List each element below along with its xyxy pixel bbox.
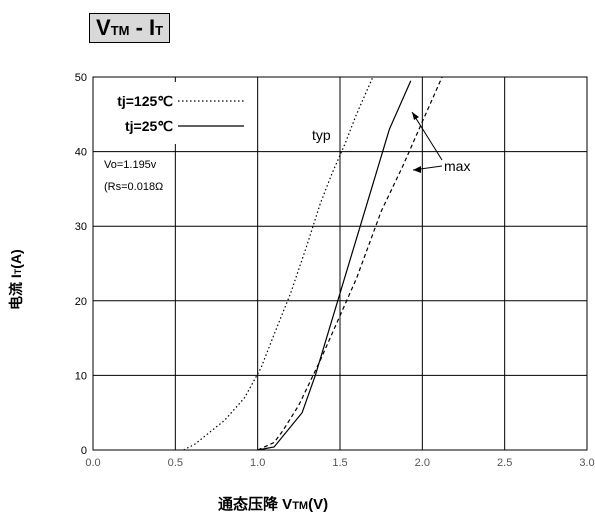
x-axis-label: 通态压降 VTM(V) xyxy=(218,493,328,514)
typ-label: typ xyxy=(312,127,331,143)
legend-box xyxy=(98,82,250,144)
y-label-subscript: T xyxy=(13,268,23,275)
x-label-unit: (V) xyxy=(308,496,329,513)
title-main: V xyxy=(96,15,111,40)
y-tick-label: 50 xyxy=(75,72,87,84)
series-line-1 xyxy=(257,80,412,451)
x-label-text: 通态压降 V xyxy=(218,496,293,513)
x-tick-label: 2.0 xyxy=(415,457,430,469)
x-label-subscript: TM xyxy=(292,500,309,512)
x-tick-label: 3.0 xyxy=(579,457,594,469)
chart-ticks: 0.0 0.5 1.0 1.5 2.0 2.5 3.0 0 10 20 30 40 50 xyxy=(75,72,595,469)
title-main-subscript: TM xyxy=(110,23,130,38)
y-tick-label: 30 xyxy=(75,221,87,233)
legend-label-1: tj=25℃ xyxy=(125,118,173,134)
x-tick-label: 2.5 xyxy=(497,457,512,469)
max-arrow-head-1 xyxy=(412,112,419,120)
y-tick-label: 10 xyxy=(75,370,87,382)
series-line-0 xyxy=(183,76,374,451)
max-label: max xyxy=(444,158,470,174)
chart-annotations: Vo=1.195v (Rs=0.018Ω typ max xyxy=(104,111,470,193)
y-label-text: 电流 I xyxy=(8,274,24,310)
x-tick-label: 0.0 xyxy=(85,457,100,469)
title-separator: - I xyxy=(129,15,156,40)
series-line-2 xyxy=(257,76,443,451)
chart-title: VTM - IT xyxy=(89,13,171,43)
max-arrow-head-2 xyxy=(413,166,421,173)
param-rs: (Rs=0.018Ω xyxy=(104,181,163,193)
x-tick-label: 0.5 xyxy=(168,457,183,469)
legend-label-0: tj=125℃ xyxy=(117,93,173,109)
max-arrow-line-1 xyxy=(411,111,443,161)
x-tick-label: 1.0 xyxy=(250,457,265,469)
chart-grid xyxy=(93,77,587,450)
y-axis-label: 电流 IT(A) xyxy=(6,249,26,310)
x-tick-label: 1.5 xyxy=(332,457,347,469)
param-vo: Vo=1.195v xyxy=(104,159,157,171)
y-tick-label: 40 xyxy=(75,147,87,159)
chart-legend: tj=125℃ tj=25℃ xyxy=(98,82,250,144)
plot-frame xyxy=(92,76,588,451)
chart-series xyxy=(183,76,443,451)
y-label-unit: (A) xyxy=(8,249,24,269)
y-tick-label: 0 xyxy=(81,445,87,457)
y-tick-label: 20 xyxy=(75,296,87,308)
title-sep-subscript: T xyxy=(155,23,164,38)
